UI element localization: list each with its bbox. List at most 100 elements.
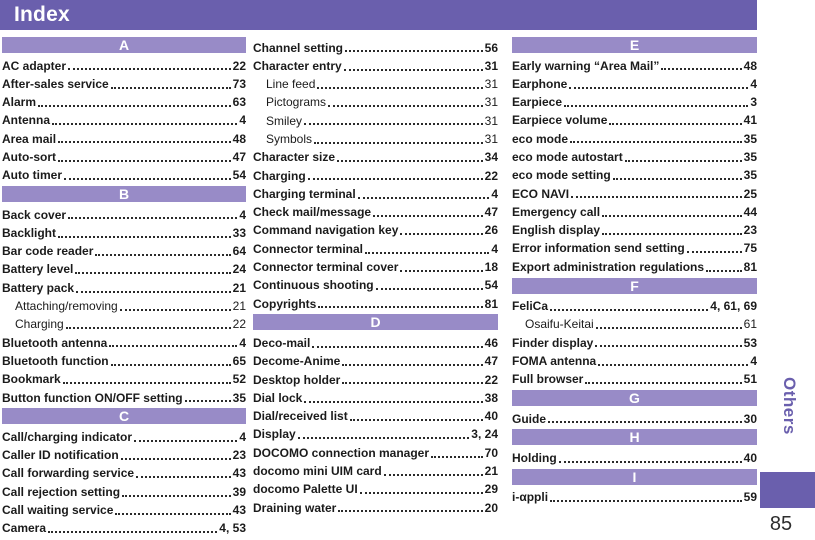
- entry-page-ref: 81: [484, 296, 498, 311]
- leader-dots: [345, 50, 483, 53]
- leader-dots: [304, 400, 483, 403]
- entry-page-ref: 35: [232, 390, 246, 405]
- leader-dots: [595, 345, 742, 348]
- entry-label: eco mode autostart: [512, 149, 623, 164]
- leader-dots: [110, 86, 231, 89]
- index-subentry: Attaching/removing 21: [2, 296, 246, 314]
- leader-dots: [342, 382, 483, 385]
- leader-dots: [184, 400, 231, 403]
- leader-dots: [38, 104, 231, 107]
- entry-label: Battery level: [2, 262, 74, 277]
- leader-dots: [373, 214, 483, 217]
- section-letter: C: [118, 408, 130, 425]
- entry-page-ref: 23: [232, 448, 246, 463]
- index-entry: Deco-mail 46: [253, 332, 498, 350]
- leader-dots: [571, 196, 742, 199]
- entry-label: Continuous shooting: [253, 278, 374, 293]
- entry-label: i-αppli: [512, 490, 549, 505]
- index-entry: Character size 34: [253, 147, 498, 165]
- entry-label: FOMA antenna: [512, 353, 597, 368]
- entry-label: Osaifu-Keitai: [525, 317, 594, 332]
- index-entry: Charging 22: [253, 165, 498, 183]
- entry-page-ref: 34: [484, 150, 498, 165]
- entry-page-ref: 40: [743, 450, 757, 465]
- leader-dots: [365, 251, 490, 254]
- leader-dots: [314, 141, 483, 144]
- index-entry: Bookmark 52: [2, 369, 246, 387]
- leader-dots: [134, 439, 238, 442]
- entry-label: Pictograms: [266, 95, 327, 110]
- leader-dots: [585, 382, 742, 385]
- index-entry: Antenna 4: [2, 110, 246, 128]
- leader-dots: [136, 476, 231, 479]
- entry-label: DOCOMO connection manager: [253, 445, 430, 460]
- leader-dots: [68, 217, 238, 220]
- leader-dots: [58, 235, 231, 238]
- entry-label: Charging: [253, 168, 306, 183]
- index-entry: Call forwarding service 43: [2, 463, 246, 481]
- leader-dots: [558, 460, 742, 463]
- index-entry: Earpiece 3: [512, 92, 757, 110]
- index-entry: Earpiece volume 41: [512, 110, 757, 128]
- entry-page-ref: 40: [484, 409, 498, 424]
- leader-dots: [337, 160, 483, 163]
- entry-label: English display: [512, 223, 601, 238]
- entry-page-ref: 54: [484, 278, 498, 293]
- leader-dots: [304, 123, 483, 126]
- entry-label: ECO NAVI: [512, 186, 570, 201]
- entry-page-ref: 4: [750, 76, 757, 91]
- entry-label: Command navigation key: [253, 223, 399, 238]
- entry-label: Check mail/message: [253, 205, 372, 220]
- entry-label: Area mail: [2, 131, 57, 146]
- index-entry: Early warning “Area Mail” 48: [512, 55, 757, 73]
- entry-page-ref: 56: [484, 40, 498, 55]
- leader-dots: [612, 178, 742, 181]
- leader-dots: [550, 308, 709, 311]
- index-subentry: Symbols 31: [253, 128, 498, 146]
- leader-dots: [68, 68, 231, 71]
- entry-page-ref: 4: [239, 207, 246, 222]
- entry-page-ref: 4, 53: [219, 521, 246, 536]
- entry-label: Battery pack: [2, 280, 75, 295]
- section-header-i: I: [512, 468, 757, 485]
- leader-dots: [550, 499, 742, 502]
- index-entry: Continuous shooting 54: [253, 275, 498, 293]
- entry-label: docomo Palette UI: [253, 482, 358, 497]
- entry-label: Bluetooth function: [2, 353, 109, 368]
- index-entry: AC adapter 22: [2, 55, 246, 73]
- entry-label: Dial/received list: [253, 409, 348, 424]
- leader-dots: [686, 251, 742, 254]
- entry-page-ref: 47: [232, 149, 246, 164]
- index-entry: Display 3, 24: [253, 424, 498, 442]
- section-letter: B: [118, 186, 130, 203]
- section-letter: D: [370, 314, 381, 331]
- entry-label: Bluetooth antenna: [2, 335, 108, 350]
- leader-dots: [312, 345, 483, 348]
- entry-page-ref: 75: [743, 241, 757, 256]
- index-entry: Caller ID notification 23: [2, 445, 246, 463]
- index-entry: ECO NAVI 25: [512, 183, 757, 201]
- entry-page-ref: 59: [743, 490, 757, 505]
- index-entry: docomo Palette UI 29: [253, 479, 498, 497]
- entry-page-ref: 81: [743, 259, 757, 274]
- entry-label: Attaching/removing: [15, 299, 118, 314]
- leader-dots: [609, 123, 742, 126]
- entry-page-ref: 22: [232, 317, 246, 332]
- index-entry: Desktop holder 22: [253, 369, 498, 387]
- entry-page-ref: 30: [743, 411, 757, 426]
- page-title: Index: [14, 3, 70, 26]
- index-entry: Auto-sort 47: [2, 146, 246, 164]
- leader-dots: [564, 104, 749, 107]
- leader-dots: [120, 457, 231, 460]
- index-entry: docomo mini UIM card 21: [253, 461, 498, 479]
- leader-dots: [431, 455, 483, 458]
- index-entry: After-sales service 73: [2, 73, 246, 91]
- index-entry: English display 23: [512, 220, 757, 238]
- entry-label: Full browser: [512, 372, 584, 387]
- index-entry: Guide 30: [512, 408, 757, 426]
- leader-dots: [375, 288, 483, 291]
- leader-dots: [65, 327, 231, 330]
- index-entry: Button function ON/OFF setting 35: [2, 387, 246, 405]
- section-header-h: H: [512, 429, 757, 446]
- entry-page-ref: 48: [232, 131, 246, 146]
